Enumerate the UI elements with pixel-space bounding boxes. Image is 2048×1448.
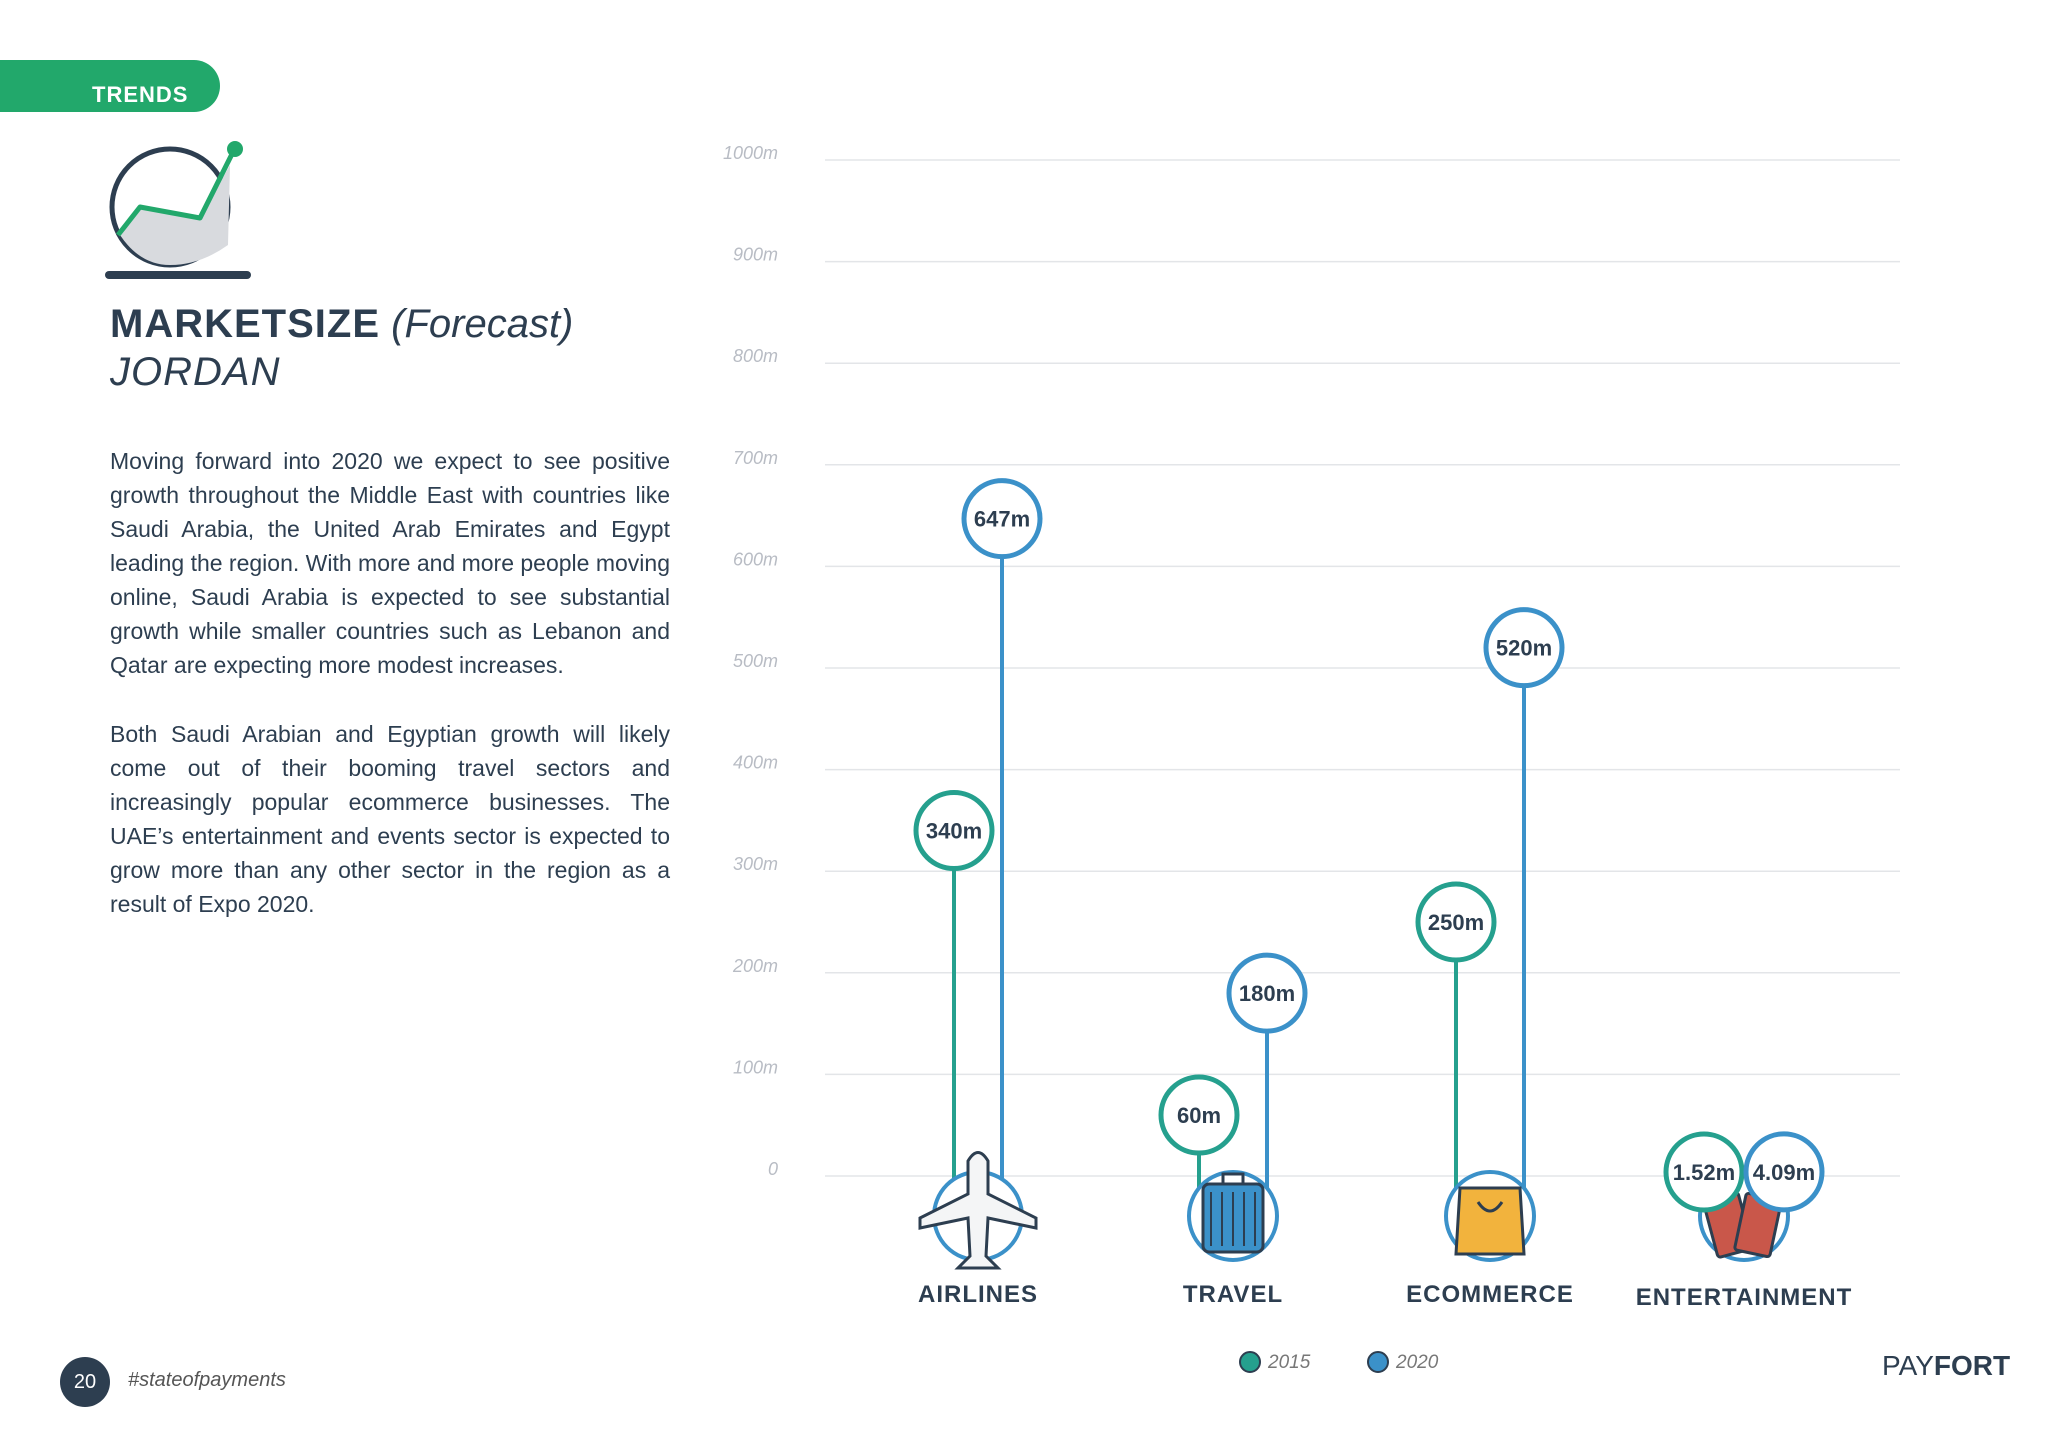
data-label: 60m [1177, 1103, 1221, 1128]
y-tick-label: 900m [733, 245, 778, 265]
airplane-icon [918, 1151, 1038, 1270]
category-label: ENTERTAINMENT [1636, 1284, 1853, 1311]
y-tick-label: 800m [733, 346, 778, 366]
hashtag: #stateofpayments [128, 1369, 286, 1391]
logo-part-a: PAY [1882, 1350, 1934, 1381]
airplane-shape [918, 1151, 1038, 1270]
paragraph-2: Both Saudi Arabian and Egyptian growth w… [110, 721, 670, 917]
value-bubble-2020 [1226, 952, 1308, 1034]
y-tick-label: 500m [733, 651, 778, 671]
data-label: 1.52m [1673, 1160, 1735, 1185]
bag-body [1454, 1186, 1526, 1256]
y-tick-label: 400m [733, 753, 778, 773]
data-label: 647m [974, 507, 1030, 532]
paragraph-1: Moving forward into 2020 we expect to se… [110, 448, 670, 678]
category-label: TRAVEL [1183, 1281, 1283, 1308]
page-number: 20 [60, 1357, 110, 1407]
bag-handle [1476, 1201, 1504, 1213]
data-label: 180m [1239, 981, 1295, 1006]
trends-tab: TRENDS [0, 60, 220, 112]
payfort-logo: PAYFORT [1882, 1350, 2010, 1382]
y-tick-label: 700m [733, 448, 778, 468]
shopping-bag-icon [1444, 1170, 1536, 1262]
value-bubble-2015 [1158, 1074, 1240, 1156]
data-label: 4.09m [1753, 1160, 1815, 1185]
suitcase-handle [1221, 1172, 1245, 1186]
data-label: 520m [1496, 636, 1552, 661]
y-tick-label: 100m [733, 1057, 778, 1077]
title-main: MARKETSIZE [110, 302, 380, 346]
value-bubble-2015 [1663, 1131, 1745, 1213]
value-bubble-2015 [913, 790, 995, 872]
category-label: ECOMMERCE [1406, 1281, 1574, 1308]
y-tick-label: 0 [768, 1159, 778, 1179]
value-bubble-2020 [961, 478, 1043, 560]
logo-part-b: FORT [1933, 1350, 2011, 1381]
growth-chart-icon [105, 141, 251, 279]
y-tick-label: 1000m [723, 143, 778, 163]
suitcase-icon [1187, 1170, 1279, 1262]
category-label: AIRLINES [918, 1281, 1038, 1308]
value-bubble-2020 [1743, 1131, 1825, 1213]
legend-marker-2020 [1367, 1351, 1389, 1373]
y-tick-label: 600m [733, 549, 778, 569]
page-heading: MARKETSIZE (Forecast) JORDAN [110, 300, 573, 396]
legend-label: 2015 [1267, 1352, 1311, 1373]
legend-label: 2020 [1395, 1352, 1439, 1373]
value-bubble-2020 [1483, 607, 1565, 689]
data-label: 250m [1428, 910, 1484, 935]
title-country: JORDAN [110, 350, 281, 394]
y-tick-label: 200m [732, 956, 778, 976]
legend-marker-2015 [1239, 1351, 1261, 1373]
y-tick-label: 300m [733, 854, 778, 874]
value-bubble-2015 [1415, 881, 1497, 963]
title-sub: (Forecast) [391, 302, 574, 346]
data-label: 340m [926, 819, 982, 844]
trends-tab-label: TRENDS [92, 82, 189, 107]
